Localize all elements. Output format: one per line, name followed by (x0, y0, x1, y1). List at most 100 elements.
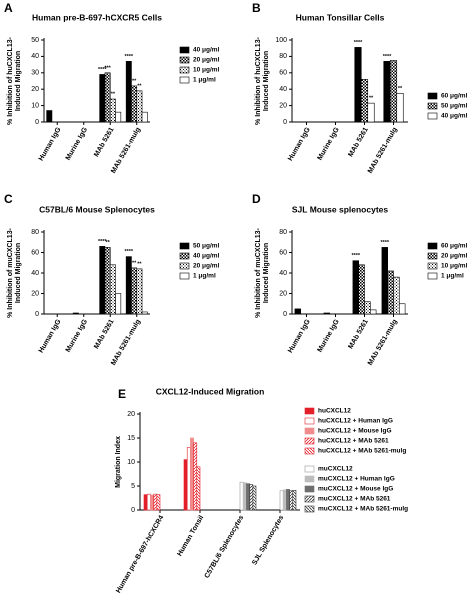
legend-swatch (304, 465, 315, 473)
significance: **** (381, 240, 390, 246)
bar (115, 111, 122, 123)
legend-label: 60 μg/ml (441, 243, 468, 250)
significance: ** (398, 86, 403, 92)
legend-label: 40 μg/ml (441, 113, 468, 120)
y-axis-label: Migration Index (115, 436, 122, 488)
bar (383, 61, 391, 123)
legend-swatch (179, 242, 190, 250)
legend-label: 10 μg/ml (441, 263, 468, 270)
legend-swatch (427, 112, 438, 120)
legend-swatch (427, 252, 438, 260)
x-tick-label: MAb 5261 (93, 126, 115, 158)
legend-label: 40 μg/ml (193, 47, 220, 54)
x-tick-label: Human IgG (287, 318, 312, 354)
bar (46, 110, 53, 123)
bar (398, 303, 406, 315)
legend-label: 20 μg/ml (441, 253, 468, 260)
legend-swatch (179, 262, 190, 270)
legend-label: 50 μg/ml (193, 243, 220, 250)
bar (183, 459, 188, 511)
bar (387, 270, 394, 315)
y-tick-label: 0 (283, 311, 287, 318)
bar (393, 276, 400, 315)
bar (141, 111, 148, 123)
y-axis-label: % Inhibition of huCXCL13- (255, 36, 262, 125)
y-tick-label: 40 (279, 86, 287, 93)
legend-label: muCXCL12 + Mouse IgG (318, 486, 393, 493)
y-tick-label: 20 (279, 102, 287, 109)
bar (156, 494, 161, 511)
y-tick-label: 15 (127, 435, 135, 442)
bar (131, 85, 138, 123)
bar (115, 293, 122, 315)
significance: ** (369, 96, 374, 102)
significance: **** (98, 67, 107, 73)
panel-letter: D (252, 192, 261, 206)
y-axis-label: Induced Migration (15, 51, 22, 111)
x-tick-label: MAb 5261-mulg (110, 318, 142, 366)
y-axis-label: Induced Migration (263, 243, 270, 303)
legend-label: huCXCL12 + Mouse IgG (318, 428, 392, 435)
x-tick-label: MAb 5261 (347, 126, 369, 158)
legend-swatch (179, 272, 190, 280)
panel-title: CXCL12-Induced Migration (156, 386, 265, 396)
y-tick-label: 30 (31, 70, 39, 77)
bar (396, 93, 404, 123)
x-tick-label: MAb 5261-mulg (367, 318, 399, 366)
significance: **** (352, 253, 361, 259)
panel-title: SJL Mouse splenocytes (292, 204, 388, 214)
legend-swatch (179, 56, 190, 64)
y-tick-label: 80 (31, 229, 39, 236)
bar (186, 447, 191, 511)
x-tick-label: Murine IgG (316, 126, 341, 162)
significance: **** (383, 54, 392, 60)
y-tick-label: 20 (279, 290, 287, 297)
x-tick-label: Human Tonsil (176, 514, 205, 557)
legend-swatch (304, 447, 315, 455)
legend-swatch (304, 475, 315, 483)
legend-label: huCXCL12 + MAb 5261 (318, 438, 389, 445)
bar (125, 256, 132, 315)
legend-swatch (179, 46, 190, 54)
legend-swatch (427, 272, 438, 280)
significance: *** (104, 65, 111, 71)
legend-label: 40 μg/ml (193, 253, 220, 260)
bar (239, 481, 244, 511)
x-tick-label: MAb 5261 (347, 318, 369, 350)
legend-label: 60 μg/ml (441, 93, 468, 100)
significance: **** (125, 249, 134, 255)
panel-title: Human Tonsillar Cells (296, 12, 385, 22)
legend-swatch (427, 102, 438, 110)
significance: ** (137, 261, 142, 267)
legend-swatch (427, 242, 438, 250)
y-tick-label: 10 (127, 459, 135, 466)
bar (282, 489, 287, 511)
legend-label: huCXCL12 (318, 408, 351, 415)
bar (153, 493, 158, 511)
bar (104, 72, 111, 123)
y-tick-label: 20 (127, 411, 135, 418)
bar (125, 61, 132, 123)
legend-label: 20 μg/ml (193, 57, 220, 64)
legend-label: 10 μg/ml (193, 67, 220, 74)
y-tick-label: 80 (279, 229, 287, 236)
significance: **** (98, 239, 107, 245)
legend-swatch (179, 66, 190, 74)
bar (131, 267, 138, 315)
bar (143, 494, 148, 511)
bar (196, 466, 201, 511)
y-tick-label: 0 (35, 311, 39, 318)
significance: ** (111, 91, 116, 97)
legend-label: muCXCL12 + MAb 5261 (318, 496, 391, 503)
significance: **** (125, 54, 134, 60)
legend-label: 1 μg/ml (193, 273, 216, 280)
bar (286, 489, 290, 511)
x-tick-label: Murine IgG (65, 126, 90, 162)
bar (292, 490, 297, 511)
bar (252, 485, 257, 511)
bar (360, 79, 369, 123)
x-tick-label: Human IgG (287, 126, 312, 162)
x-tick-label: MAb 5261-mulg (367, 126, 399, 174)
x-tick-label: MAb 5261-mulg (110, 126, 142, 174)
